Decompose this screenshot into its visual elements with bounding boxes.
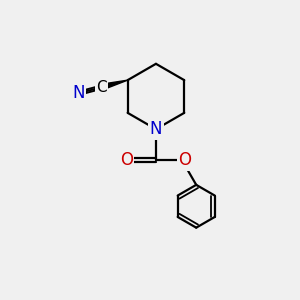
Text: O: O (178, 152, 192, 169)
Text: C: C (96, 80, 106, 95)
Text: N: N (150, 120, 162, 138)
Text: O: O (120, 152, 133, 169)
Text: N: N (72, 84, 85, 102)
Polygon shape (100, 80, 127, 90)
